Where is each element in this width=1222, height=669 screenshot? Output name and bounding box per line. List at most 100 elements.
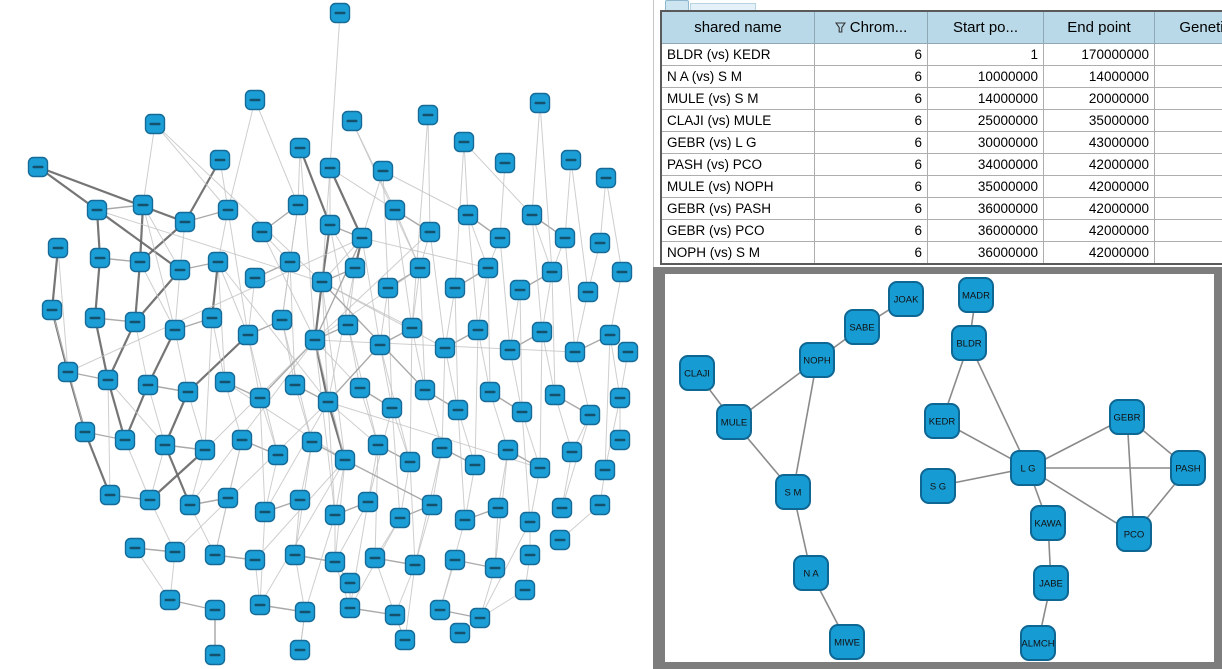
network-node[interactable]	[519, 511, 541, 533]
network-node[interactable]	[429, 599, 451, 621]
cell-shared-name[interactable]: PASH (vs) PCO	[660, 153, 815, 176]
network-node[interactable]	[609, 387, 631, 409]
network-node[interactable]	[217, 487, 239, 509]
network-node[interactable]	[409, 257, 431, 279]
cell-value[interactable]: 6	[814, 109, 928, 132]
network-node[interactable]	[541, 261, 563, 283]
network-node[interactable]	[204, 599, 226, 621]
network-node[interactable]	[357, 491, 379, 513]
cell-value[interactable]: 6.6	[1154, 65, 1222, 88]
network-node[interactable]	[179, 494, 201, 516]
network-node[interactable]	[519, 544, 541, 566]
network-node[interactable]	[599, 324, 621, 346]
cell-value[interactable]: 7.5	[1154, 87, 1222, 110]
network-node[interactable]	[137, 374, 159, 396]
network-node[interactable]	[611, 261, 633, 283]
column-header-start-po-[interactable]: Start po...	[927, 10, 1044, 44]
cell-value[interactable]: 42000000	[1043, 197, 1155, 220]
cell-value[interactable]: 10000000	[927, 65, 1044, 88]
cell-value[interactable]: 8.9	[1154, 197, 1222, 220]
network-node[interactable]	[217, 199, 239, 221]
network-node[interactable]	[337, 314, 359, 336]
network-node[interactable]	[129, 251, 151, 273]
table-row[interactable]: MULE (vs) NOPH6350000004200000010.5	[660, 175, 1222, 198]
network-node[interactable]	[41, 299, 63, 321]
network-node[interactable]	[372, 160, 394, 182]
network-node[interactable]	[554, 227, 576, 249]
network-node-gebr[interactable]: GEBR	[1109, 399, 1145, 435]
network-node-n-a[interactable]: N A	[793, 555, 829, 591]
cell-value[interactable]: 36000000	[927, 219, 1044, 242]
network-node[interactable]	[367, 434, 389, 456]
network-node[interactable]	[560, 149, 582, 171]
cell-shared-name[interactable]: GEBR (vs) L G	[660, 131, 815, 154]
network-node[interactable]	[209, 149, 231, 171]
cell-value[interactable]: 36000000	[927, 197, 1044, 220]
network-node[interactable]	[84, 307, 106, 329]
network-node[interactable]	[564, 341, 586, 363]
network-node[interactable]	[341, 110, 363, 132]
cell-value[interactable]: 30000000	[927, 131, 1044, 154]
network-node[interactable]	[497, 439, 519, 461]
cell-value[interactable]: 8.4	[1154, 219, 1222, 242]
column-header-end-point[interactable]: End point	[1043, 10, 1155, 44]
column-header-chrom-[interactable]: Chrom...	[814, 10, 928, 44]
network-node[interactable]	[434, 337, 456, 359]
network-node[interactable]	[561, 441, 583, 463]
network-node[interactable]	[595, 167, 617, 189]
cell-value[interactable]: 6	[814, 219, 928, 242]
cell-value[interactable]: 35000000	[927, 175, 1044, 198]
network-node[interactable]	[204, 644, 226, 666]
network-node[interactable]	[214, 371, 236, 393]
network-node[interactable]	[494, 152, 516, 174]
network-node[interactable]	[467, 319, 489, 341]
network-node[interactable]	[404, 554, 426, 576]
cell-shared-name[interactable]: MULE (vs) S M	[660, 87, 815, 110]
network-node-miwe[interactable]: MIWE	[829, 624, 865, 660]
network-node[interactable]	[124, 537, 146, 559]
network-node[interactable]	[97, 369, 119, 391]
table-row[interactable]: N A (vs) S M610000000140000006.6	[660, 65, 1222, 88]
cell-value[interactable]: 9.9	[1154, 241, 1222, 265]
network-node-claji[interactable]: CLAJI	[679, 355, 715, 391]
network-node[interactable]	[132, 194, 154, 216]
network-node[interactable]	[319, 214, 341, 236]
network-node[interactable]	[381, 397, 403, 419]
table-row[interactable]: GEBR (vs) PCO636000000420000008.4	[660, 219, 1222, 242]
network-node[interactable]	[279, 251, 301, 273]
network-node-noph[interactable]: NOPH	[799, 342, 835, 378]
network-node[interactable]	[453, 131, 475, 153]
network-node[interactable]	[521, 204, 543, 226]
network-node[interactable]	[377, 277, 399, 299]
cell-value[interactable]: 5.9	[1154, 109, 1222, 132]
network-node[interactable]	[577, 281, 599, 303]
column-header-shared-name[interactable]: shared name	[660, 10, 815, 44]
cell-value[interactable]: 14000000	[927, 87, 1044, 110]
network-node[interactable]	[294, 601, 316, 623]
cell-value[interactable]: 6	[814, 175, 928, 198]
column-header-genetic-[interactable]: Genetic...	[1154, 10, 1222, 44]
cell-value[interactable]: 6	[814, 153, 928, 176]
cell-shared-name[interactable]: NOPH (vs) S M	[660, 241, 815, 265]
cell-value[interactable]: 6	[814, 65, 928, 88]
network-node-s-g[interactable]: S G	[920, 468, 956, 504]
filter-icon[interactable]	[834, 22, 846, 33]
network-node[interactable]	[609, 429, 631, 451]
network-node[interactable]	[417, 104, 439, 126]
network-node[interactable]	[449, 622, 471, 644]
network-node[interactable]	[544, 384, 566, 406]
network-node-almch[interactable]: ALMCH	[1020, 625, 1056, 661]
network-node[interactable]	[284, 544, 306, 566]
network-node[interactable]	[319, 157, 341, 179]
network-node[interactable]	[489, 227, 511, 249]
cell-value[interactable]: 16.9	[1154, 131, 1222, 154]
network-node[interactable]	[114, 429, 136, 451]
network-node[interactable]	[159, 589, 181, 611]
network-node[interactable]	[57, 361, 79, 383]
network-node-mule[interactable]: MULE	[716, 404, 752, 440]
network-node[interactable]	[509, 279, 531, 301]
network-node[interactable]	[267, 444, 289, 466]
network-node-sabe[interactable]: SABE	[844, 309, 880, 345]
table-row[interactable]: PASH (vs) PCO6340000004200000011.4	[660, 153, 1222, 176]
cell-value[interactable]: 42000000	[1043, 153, 1155, 176]
